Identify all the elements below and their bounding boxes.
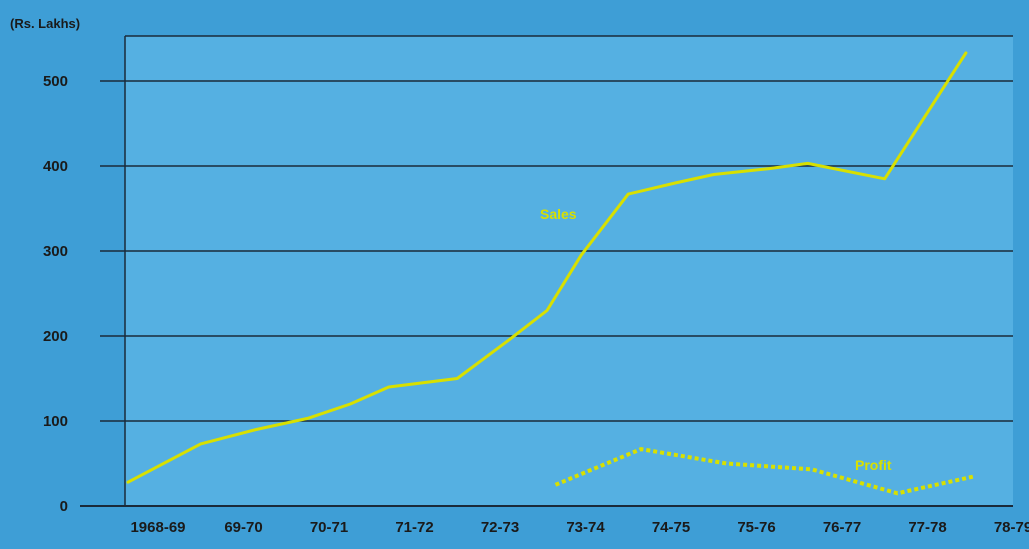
x-tick-label: 70-71 — [310, 519, 348, 536]
plot-background — [125, 36, 1013, 506]
series-lines — [126, 51, 975, 496]
y-axis-label: (Rs. Lakhs) — [10, 16, 80, 31]
x-tick-label: 73-74 — [566, 519, 605, 536]
y-tick-label: 0 — [60, 498, 68, 515]
series-label-sales: Sales — [540, 206, 577, 222]
series-label-profit: Profit — [855, 457, 892, 473]
x-tick-label: 76-77 — [823, 519, 861, 536]
x-tick-label: 1968-69 — [130, 519, 185, 536]
gridlines — [80, 80, 1013, 507]
y-tick-label: 500 — [43, 73, 68, 90]
x-tick-label: 69-70 — [224, 519, 262, 536]
x-tick-label: 72-73 — [481, 519, 519, 536]
x-tick-label: 74-75 — [652, 519, 690, 536]
x-tick-label: 78-79 — [994, 519, 1029, 536]
x-tick-label: 71-72 — [395, 519, 433, 536]
series-line-profit — [554, 447, 975, 496]
x-tick-label: 77-78 — [908, 519, 946, 536]
y-tick-label: 300 — [43, 243, 68, 260]
x-tick-label: 75-76 — [737, 519, 775, 536]
y-axis-tick-labels: 0 100 200 300 400 500 — [43, 73, 68, 515]
series-line-sales — [126, 51, 968, 484]
y-tick-label: 100 — [43, 413, 68, 430]
y-tick-label: 400 — [43, 158, 68, 175]
y-tick-label: 200 — [43, 328, 68, 345]
x-axis-tick-labels: 1968-69 69-70 70-71 71-72 72-73 73-74 74-75 75-… — [130, 519, 1029, 536]
